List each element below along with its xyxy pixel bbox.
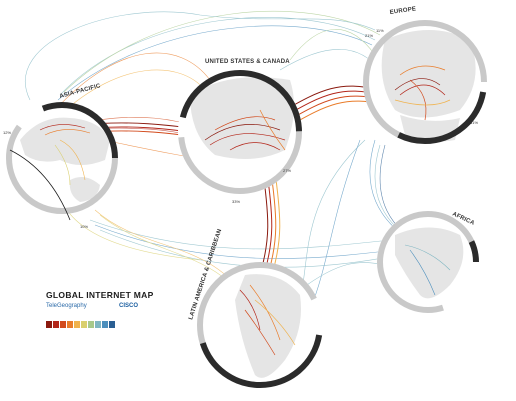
percent-label: 61% (470, 120, 478, 125)
region-label-us-canada: UNITED STATES & CANADA (205, 59, 290, 65)
legend-swatch (53, 321, 59, 328)
map-legend: GLOBAL INTERNET MAP TeleGeography CISCO (46, 290, 156, 328)
region-latin-america[interactable]: LATIN AMERICA & CARIBBEAN (188, 228, 323, 388)
legend-swatch (67, 321, 73, 328)
sponsor-logo: CISCO (118, 303, 138, 309)
legend-swatch (95, 321, 101, 328)
percent-label: 33% (232, 199, 240, 204)
bandwidth-color-scale (46, 321, 156, 328)
legend-swatch (60, 321, 66, 328)
legend-swatch (88, 321, 94, 328)
legend-swatch (46, 321, 52, 328)
legend-swatch (81, 321, 87, 328)
percent-label: 27% (283, 168, 291, 173)
region-africa[interactable]: AFRICA (377, 211, 479, 313)
brand-name: TeleGeography (46, 303, 87, 309)
brand-row: TeleGeography CISCO (46, 303, 138, 309)
percent-label: 12% (3, 130, 11, 135)
percent-label: 11% (376, 28, 384, 33)
percent-label: 21% (365, 33, 373, 38)
region-us-canada[interactable]: UNITED STATES & CANADA (178, 59, 302, 194)
legend-swatch (109, 321, 115, 328)
region-label-europe: EUROPE (389, 6, 416, 16)
percent-labels: 21% 11% 61% 33% 10% 27% 12% (3, 28, 478, 229)
map-title: GLOBAL INTERNET MAP (46, 290, 154, 300)
percent-label: 10% (80, 224, 88, 229)
region-europe[interactable]: EUROPE (363, 6, 487, 144)
legend-swatch (74, 321, 80, 328)
region-asia-pacific[interactable]: ASIA-PACIFIC (6, 83, 118, 221)
legend-swatch (102, 321, 108, 328)
